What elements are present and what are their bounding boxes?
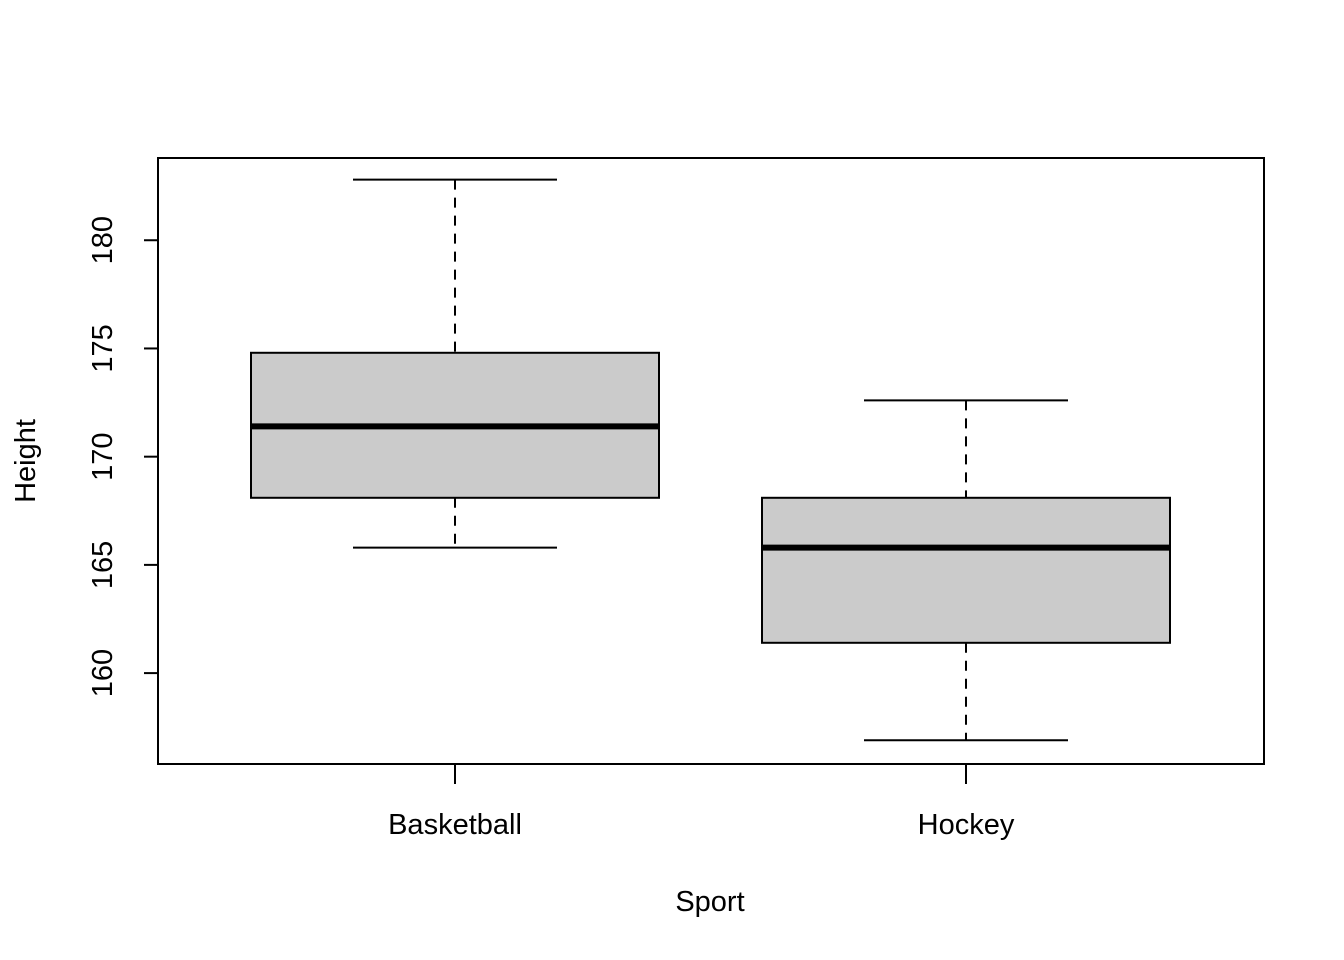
box-hockey <box>761 399 1171 742</box>
x-tick-label: Hockey <box>918 809 1015 841</box>
iqr-box <box>761 496 1171 644</box>
y-tick-label: 175 <box>87 324 119 372</box>
y-axis-title: Height <box>10 419 42 503</box>
y-axis: 160 165 170 175 180 <box>87 216 159 697</box>
x-axis-title: Sport <box>675 886 744 918</box>
y-tick-label: 180 <box>87 216 119 264</box>
y-tick-label: 170 <box>87 432 119 480</box>
box-basketball <box>250 178 660 549</box>
x-axis: Basketball Hockey <box>388 763 1015 841</box>
y-tick-label: 165 <box>87 541 119 589</box>
x-tick-label: Basketball <box>388 809 522 841</box>
box-marks <box>250 178 1171 742</box>
y-tick-label: 160 <box>87 649 119 697</box>
